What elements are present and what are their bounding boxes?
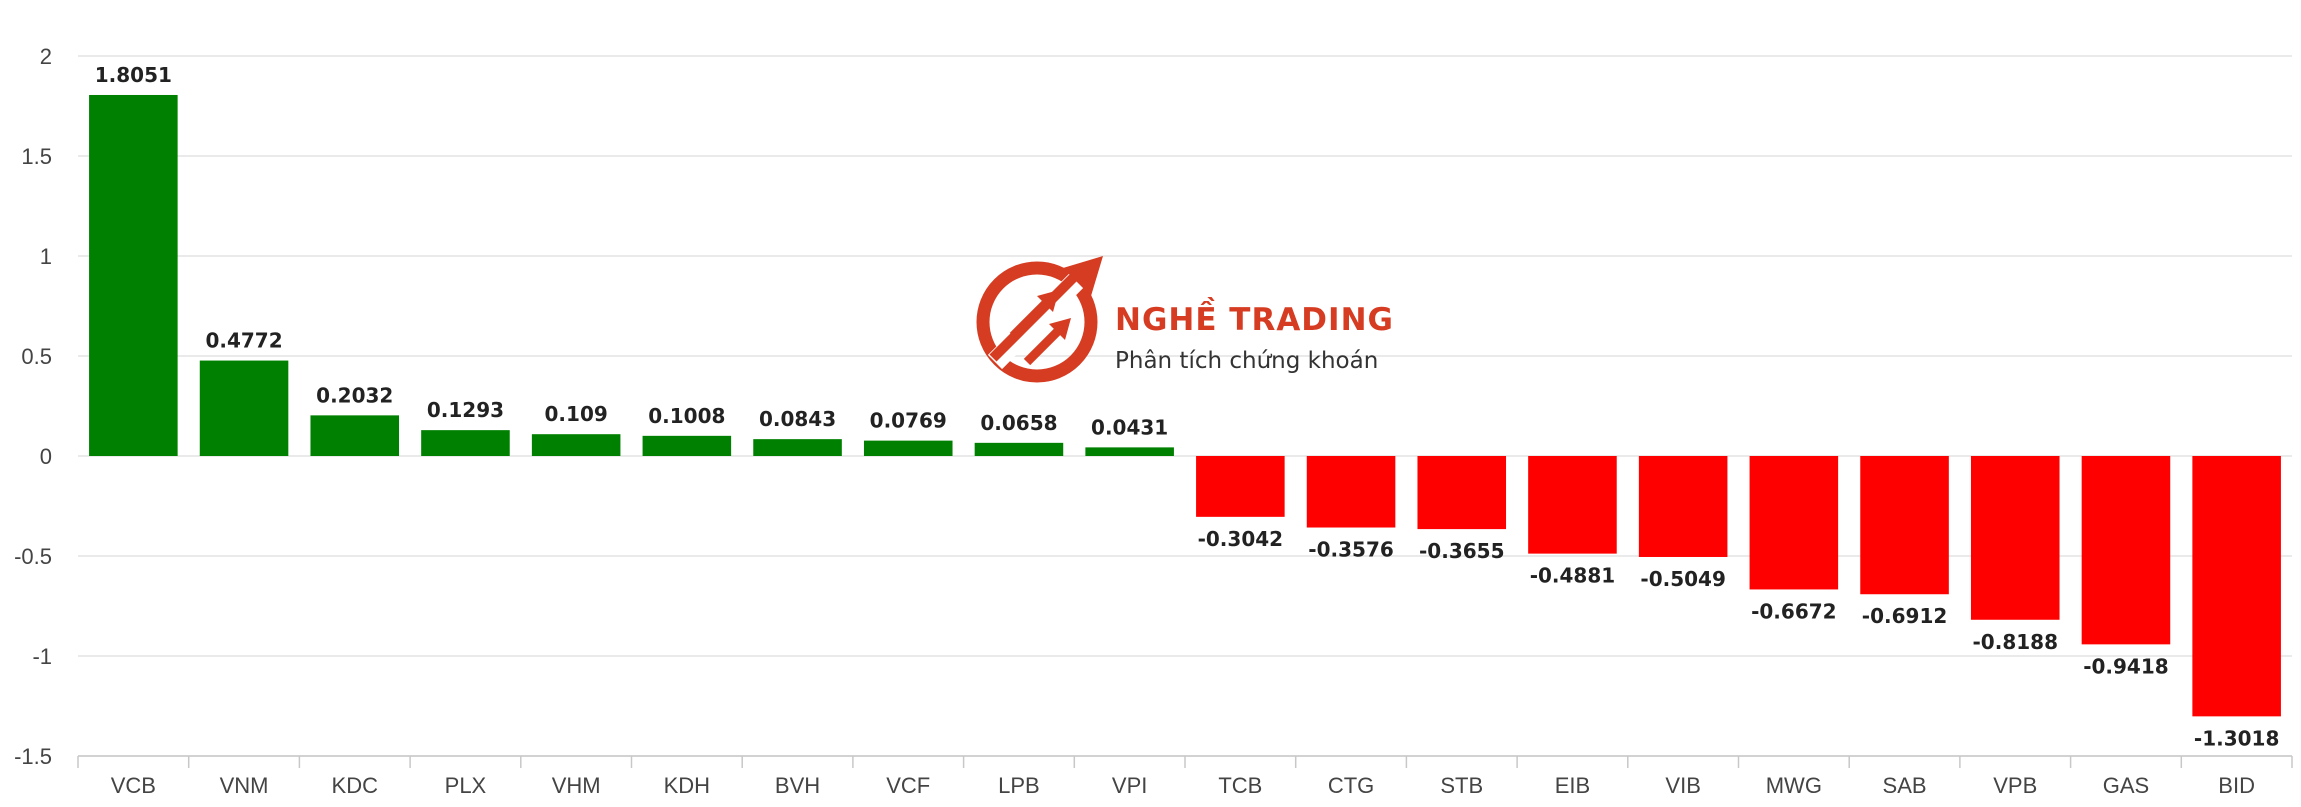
data-label: 0.4772 bbox=[205, 329, 282, 353]
y-tick-label: 2 bbox=[40, 44, 52, 69]
x-tick-label: STB bbox=[1440, 773, 1483, 798]
data-label: -0.9418 bbox=[2083, 654, 2168, 678]
data-label: 1.8051 bbox=[95, 63, 172, 87]
data-label: -0.5049 bbox=[1640, 567, 1725, 591]
x-tick-label: TCB bbox=[1218, 773, 1262, 798]
y-tick-label: 1.5 bbox=[21, 144, 52, 169]
bar-sab bbox=[1860, 456, 1949, 595]
x-tick-label: KDC bbox=[332, 773, 379, 798]
data-label: 0.2032 bbox=[316, 383, 393, 407]
data-label: -1.3018 bbox=[2194, 726, 2279, 750]
bar-gas bbox=[2081, 456, 2171, 645]
bar-vpb bbox=[1970, 456, 2060, 620]
x-tick-label: EIB bbox=[1555, 773, 1590, 798]
bar-kdc bbox=[310, 415, 400, 456]
x-tick-label: GAS bbox=[2103, 773, 2149, 798]
data-label: 0.0769 bbox=[870, 409, 947, 433]
gridlines bbox=[78, 55, 2292, 757]
bar-tcb bbox=[1196, 456, 1285, 517]
bar-vnm bbox=[199, 360, 289, 456]
bar-vcf bbox=[863, 440, 953, 456]
x-tick-label: MWG bbox=[1766, 773, 1822, 798]
x-axis: VCB VNM KDC PLX VHM KDH BVH VCF LPB VPI TCB CTG STB E… bbox=[77, 755, 2293, 798]
data-label: -0.6912 bbox=[1862, 604, 1947, 628]
data-labels: 1.8051 0.4772 0.2032 0.1293 0.109 0.1008 0.084… bbox=[95, 63, 2280, 750]
data-label: -0.3655 bbox=[1419, 539, 1504, 563]
bar-kdh bbox=[642, 435, 732, 456]
bar-vcb bbox=[89, 94, 178, 456]
bar-vhm bbox=[531, 434, 621, 456]
x-tick-label: VNM bbox=[220, 773, 269, 798]
bar-vib bbox=[1638, 456, 1728, 557]
data-label: 0.0658 bbox=[980, 411, 1057, 435]
y-tick-label: 1 bbox=[40, 244, 52, 269]
y-tick-label: 0 bbox=[40, 444, 52, 469]
watermark-subtitle: Phân tích chứng khoán bbox=[1115, 348, 1379, 374]
bar-bid bbox=[2192, 456, 2281, 717]
data-label: -0.4881 bbox=[1530, 564, 1615, 588]
x-tick-label: VIB bbox=[1665, 773, 1700, 798]
trading-arrow-logo-icon bbox=[976, 256, 1103, 383]
bars bbox=[89, 94, 2281, 717]
data-label: 0.0431 bbox=[1091, 415, 1168, 439]
x-tick-label: PLX bbox=[445, 773, 487, 798]
bar-mwg bbox=[1749, 456, 1839, 590]
bar-eib bbox=[1528, 456, 1617, 554]
watermark-title: NGHỀ TRADING bbox=[1115, 302, 1394, 338]
data-label: 0.1293 bbox=[427, 398, 504, 422]
x-tick-label: VPI bbox=[1112, 773, 1147, 798]
data-label: 0.1008 bbox=[648, 404, 725, 428]
data-label: -0.6672 bbox=[1751, 599, 1836, 623]
data-label: 0.0843 bbox=[759, 407, 836, 431]
y-tick-label: -0.5 bbox=[14, 544, 52, 569]
y-tick-label: 0.5 bbox=[21, 344, 52, 369]
data-label: 0.109 bbox=[545, 402, 608, 426]
data-label: -0.3042 bbox=[1198, 527, 1283, 551]
bar-vpi bbox=[1085, 447, 1174, 456]
bar-ctg bbox=[1306, 456, 1396, 528]
bar-bvh bbox=[753, 439, 842, 456]
y-tick-label: -1 bbox=[32, 644, 52, 669]
data-label: -0.3576 bbox=[1308, 538, 1393, 562]
x-tick-label: LPB bbox=[998, 773, 1040, 798]
bar-lpb bbox=[974, 442, 1064, 456]
data-label: -0.8188 bbox=[1973, 630, 2058, 654]
x-tick-label: CTG bbox=[1328, 773, 1374, 798]
x-tick-label: VPB bbox=[1993, 773, 2037, 798]
bar-stb bbox=[1417, 456, 1507, 530]
bar-plx bbox=[421, 430, 510, 456]
x-tick-label: BID bbox=[2218, 773, 2255, 798]
x-tick-label: VCB bbox=[111, 773, 156, 798]
y-axis-ticks: 2 1.5 1 0.5 0 -0.5 -1 -1.5 bbox=[14, 44, 52, 769]
y-tick-label: -1.5 bbox=[14, 744, 52, 769]
x-tick-label: VHM bbox=[552, 773, 601, 798]
x-tick-label: VCF bbox=[886, 773, 930, 798]
x-tick-label: BVH bbox=[775, 773, 820, 798]
x-tick-label: SAB bbox=[1883, 773, 1927, 798]
x-tick-label: KDH bbox=[664, 773, 710, 798]
watermark-logo: NGHỀ TRADING Phân tích chứng khoán bbox=[975, 250, 1395, 390]
